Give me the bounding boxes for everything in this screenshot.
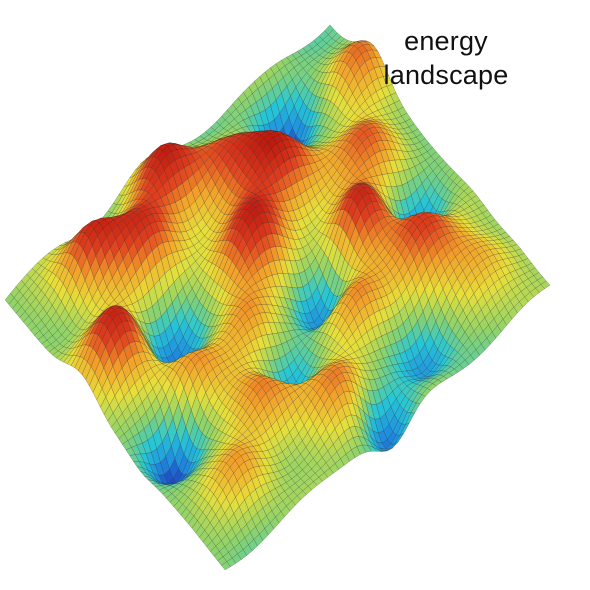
caption: energy landscape (346, 24, 546, 92)
caption-line-2: landscape (383, 60, 509, 90)
surface-mesh (4, 24, 551, 571)
caption-line-1: energy (404, 26, 488, 56)
